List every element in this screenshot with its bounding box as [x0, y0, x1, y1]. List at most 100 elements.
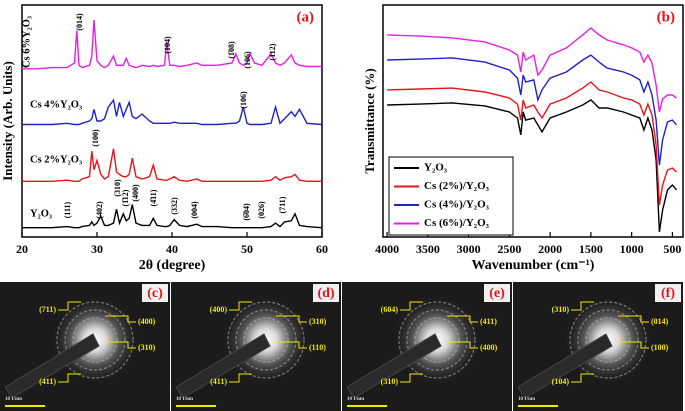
saed-ring	[251, 325, 281, 355]
x-tick-label: 1000	[620, 242, 644, 256]
saed-ring	[227, 301, 305, 379]
saed-ring	[72, 317, 118, 363]
peak-label: (112)	[268, 43, 277, 60]
saed-ring	[577, 309, 639, 371]
beam-stopper	[175, 333, 271, 399]
saed-ring	[569, 301, 647, 379]
peak-label: (106)	[243, 51, 252, 69]
panel-label: (a)	[297, 9, 315, 25]
index-pointer	[447, 341, 478, 349]
saed-ring	[414, 317, 460, 363]
saed-ring	[64, 309, 126, 371]
x-tick-label: 40	[166, 242, 178, 256]
miller-index: (400)	[480, 343, 498, 352]
miller-index: (711)	[39, 305, 56, 314]
panel-label: (e)	[489, 286, 505, 301]
miller-index: (104)	[552, 377, 570, 386]
y-axis-label: Intensity (Arb. Units)	[0, 61, 15, 181]
peak-label: (1̄12)	[121, 189, 130, 206]
beam-stopper	[4, 333, 100, 399]
x-tick-label: 1500	[579, 242, 603, 256]
series-label: Y₂O₃	[30, 208, 52, 219]
spectrum-line	[387, 54, 678, 166]
index-pointer	[276, 341, 307, 349]
index-pointer	[58, 301, 81, 311]
peak-label: (104)	[163, 36, 172, 54]
index-pointer	[105, 341, 136, 349]
scale-label: 10 1/nm	[518, 397, 536, 402]
peak-label: (711)	[278, 196, 287, 213]
scale-label: 10 1/nm	[347, 397, 365, 402]
peak-label: (100)	[91, 129, 100, 147]
legend-label: Y₂O₃	[424, 162, 448, 174]
spectrum-line	[22, 148, 322, 183]
x-axis-label: Wavenumber (cm⁻¹)	[472, 258, 595, 273]
saed-ring	[56, 301, 134, 379]
x-tick-label: 20	[16, 242, 28, 256]
saed-ring	[593, 325, 623, 355]
miller-index: (411)	[480, 317, 497, 326]
spectrum-line	[387, 81, 677, 206]
peak-label: (014)	[75, 13, 84, 31]
miller-index: (100)	[651, 343, 669, 352]
panel-label-box	[484, 284, 510, 302]
index-pointer	[447, 315, 478, 323]
index-pointer	[400, 301, 423, 311]
x-tick-label: 60	[316, 242, 328, 256]
panel-label: (f)	[661, 286, 675, 301]
saed-ring	[422, 325, 452, 355]
miller-index: (400)	[138, 317, 156, 326]
spectrum-line	[387, 27, 677, 113]
spectrum-line	[22, 204, 323, 229]
index-pointer	[58, 373, 81, 383]
peak-label: (332)	[170, 197, 179, 215]
index-pointer	[618, 315, 649, 323]
index-pointer	[105, 315, 136, 323]
index-pointer	[229, 301, 252, 311]
scale-label: 10 1/nm	[5, 397, 23, 402]
peak-label: (402)	[95, 201, 104, 219]
series-label: Cs 2%Y₂O₃	[30, 154, 82, 165]
x-tick-label: 3000	[457, 242, 481, 256]
miller-index: (310)	[552, 305, 570, 314]
spectrum-line	[387, 99, 678, 233]
index-pointer	[229, 373, 252, 383]
panel-label-box	[142, 284, 168, 302]
miller-index: (400)	[210, 305, 228, 314]
beam-stopper	[346, 333, 442, 399]
plot-frame	[382, 4, 684, 238]
panel-label: (b)	[657, 9, 675, 25]
x-tick-label: 2500	[497, 242, 521, 256]
peak-label: (6̄04)	[242, 203, 251, 221]
x-tick-label: 50	[241, 242, 253, 256]
scale-label: 10 1/nm	[176, 397, 194, 402]
panel-label-box	[313, 284, 339, 302]
panel-label: (c)	[147, 286, 163, 301]
miller-index: (411)	[39, 377, 56, 386]
panel-label-box	[655, 284, 681, 302]
saed-ring	[243, 317, 289, 363]
miller-index: (310)	[138, 343, 156, 352]
series-label: Cs 4%Y₂O₃	[30, 99, 82, 110]
legend-label: Cs (6%)/Y₂O₃	[424, 217, 490, 229]
saed-ring	[80, 325, 110, 355]
miller-index: (604)	[381, 305, 399, 314]
x-tick-label: 4000	[375, 242, 399, 256]
spectrum-line	[22, 98, 323, 126]
saed-ring	[585, 317, 631, 363]
peak-label: (400)	[131, 184, 140, 202]
y-axis-label: Transmittance (%)	[362, 68, 377, 174]
series-label: Cs 6%Y₂O₃	[21, 16, 32, 68]
index-pointer	[618, 341, 649, 349]
beam-stopper	[517, 333, 613, 399]
x-tick-label: 500	[663, 242, 681, 256]
miller-index: (310)	[309, 317, 327, 326]
x-axis-label: 2θ (degree)	[139, 258, 206, 273]
peak-label: (4̄11)	[149, 189, 158, 206]
panel-label: (d)	[317, 286, 334, 301]
saed-ring	[398, 301, 476, 379]
index-pointer	[571, 373, 594, 383]
x-tick-label: 3500	[416, 242, 440, 256]
x-tick-label: 30	[91, 242, 103, 256]
